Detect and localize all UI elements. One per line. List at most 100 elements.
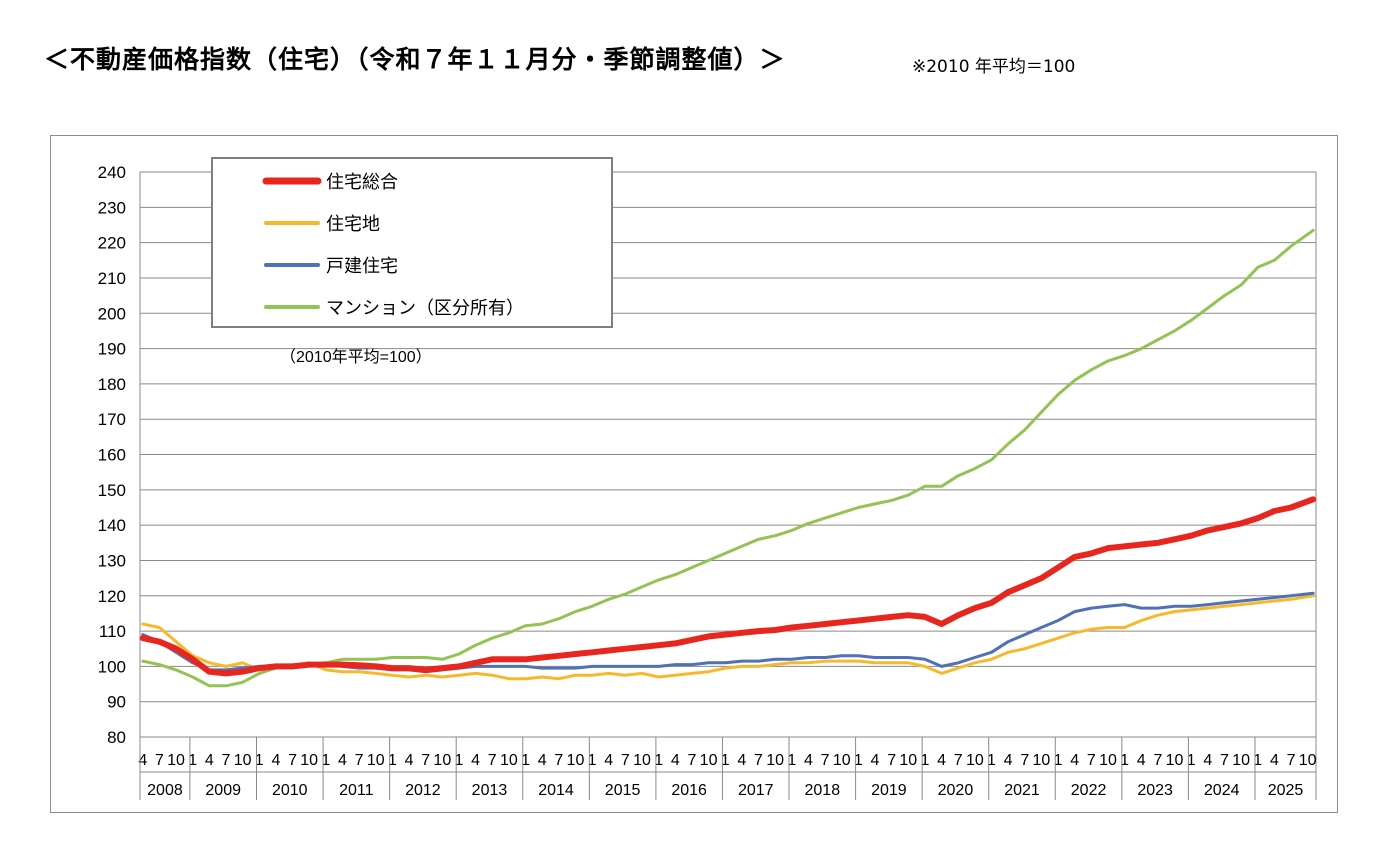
x-year-label: 2012 <box>405 782 441 799</box>
x-month-tick-label: 10 <box>234 752 252 769</box>
x-year-label: 2014 <box>538 782 574 799</box>
y-tick-label: 230 <box>98 198 126 217</box>
series-line <box>141 228 1315 688</box>
x-month-tick-label: 4 <box>1137 752 1146 769</box>
x-month-tick-label: 1 <box>188 752 197 769</box>
x-month-tick-label: 1 <box>854 752 863 769</box>
y-tick-label: 90 <box>107 693 126 712</box>
x-month-tick-label: 4 <box>338 752 347 769</box>
x-month-tick-label: 10 <box>966 752 984 769</box>
x-month-tick-label: 4 <box>737 752 746 769</box>
y-tick-label: 160 <box>98 446 126 465</box>
x-axis: 4 7 10 1 4 7 10 1 4 7 10 1 4 7 10 1 4 7 10 1 4 7 10 1 4 7 10 1 4 7 10 1… <box>138 736 1317 800</box>
series-line <box>141 594 1315 681</box>
x-month-tick-label: 7 <box>155 752 164 769</box>
x-month-tick-label: 10 <box>633 752 651 769</box>
x-month-tick-label: 1 <box>654 752 663 769</box>
x-month-tick-label: 4 <box>804 752 813 769</box>
x-month-tick-label: 1 <box>1187 752 1196 769</box>
series-line <box>139 496 1317 677</box>
x-month-tick-label: 1 <box>1054 752 1063 769</box>
y-tick-label: 170 <box>98 410 126 429</box>
x-year-label: 2011 <box>339 782 374 799</box>
x-month-tick-label: 4 <box>271 752 280 769</box>
y-tick-label: 150 <box>98 481 126 500</box>
x-month-tick-label: 7 <box>488 752 497 769</box>
x-month-tick-label: 10 <box>500 752 518 769</box>
x-month-tick-label: 7 <box>222 752 231 769</box>
x-month-tick-label: 1 <box>787 752 796 769</box>
x-month-tick-label: 1 <box>255 752 264 769</box>
x-month-tick-label: 7 <box>288 752 297 769</box>
x-month-tick-label: 7 <box>1087 752 1096 769</box>
y-tick-label: 80 <box>107 728 126 747</box>
x-month-tick-label: 10 <box>433 752 451 769</box>
x-month-tick-label: 7 <box>1287 752 1296 769</box>
x-month-tick-label: 10 <box>899 752 917 769</box>
y-tick-label: 130 <box>98 551 126 570</box>
x-month-tick-label: 1 <box>1253 752 1262 769</box>
x-month-tick-label: 7 <box>355 752 364 769</box>
x-month-tick-label: 4 <box>604 752 613 769</box>
x-year-label: 2020 <box>938 782 974 799</box>
x-month-tick-label: 10 <box>567 752 585 769</box>
x-month-tick-label: 4 <box>1004 752 1013 769</box>
x-month-tick-label: 7 <box>1220 752 1229 769</box>
x-month-tick-label: 1 <box>588 752 597 769</box>
index-base-note: ※2010 年平均＝100 <box>912 57 1076 77</box>
x-month-tick-label: 10 <box>167 752 185 769</box>
x-month-tick-label: 1 <box>920 752 929 769</box>
y-tick-label: 180 <box>98 375 126 394</box>
legend-label: マンション（区分所有） <box>326 298 524 318</box>
x-month-tick-label: 4 <box>1270 752 1279 769</box>
y-tick-label: 220 <box>98 234 126 253</box>
y-tick-label: 240 <box>98 163 126 182</box>
base-note-label: （2010年平均=100） <box>280 348 432 366</box>
x-year-label: 2013 <box>472 782 508 799</box>
x-month-tick-label: 4 <box>1203 752 1212 769</box>
x-month-tick-label: 4 <box>471 752 480 769</box>
x-month-tick-label: 10 <box>1232 752 1250 769</box>
x-month-tick-label: 7 <box>554 752 563 769</box>
x-month-tick-label: 10 <box>367 752 385 769</box>
x-month-tick-label: 1 <box>521 752 530 769</box>
x-year-label: 2022 <box>1071 782 1107 799</box>
x-month-tick-label: 1 <box>987 752 996 769</box>
y-axis: 8090100110120130140150160170180190200210… <box>98 163 1317 800</box>
x-year-label: 2025 <box>1268 782 1304 799</box>
x-year-label: 2016 <box>671 782 707 799</box>
x-year-label: 2021 <box>1004 782 1040 799</box>
x-month-tick-label: 7 <box>1153 752 1162 769</box>
x-year-label: 2024 <box>1204 782 1240 799</box>
y-tick-label: 190 <box>98 340 126 359</box>
x-month-tick-label: 1 <box>1120 752 1129 769</box>
x-month-tick-label: 7 <box>1020 752 1029 769</box>
x-year-label: 2009 <box>205 782 241 799</box>
x-month-tick-label: 7 <box>754 752 763 769</box>
x-month-tick-label: 7 <box>621 752 630 769</box>
x-month-tick-label: 4 <box>405 752 414 769</box>
y-tick-label: 120 <box>98 587 126 606</box>
x-month-tick-label: 1 <box>455 752 464 769</box>
x-month-tick-label: 10 <box>700 752 718 769</box>
series-lines <box>139 228 1317 688</box>
x-month-tick-label: 7 <box>954 752 963 769</box>
x-month-tick-label: 10 <box>1166 752 1184 769</box>
page-title: ＜不動産価格指数（住宅）（令和７年１１月分・季節調整値）＞ <box>44 45 786 74</box>
y-tick-label: 200 <box>98 304 126 323</box>
x-month-tick-label: 4 <box>1070 752 1079 769</box>
x-month-tick-label: 1 <box>321 752 330 769</box>
x-year-label: 2017 <box>738 782 774 799</box>
y-tick-label: 110 <box>99 622 126 641</box>
x-month-tick-label: 10 <box>1033 752 1051 769</box>
y-tick-label: 140 <box>98 516 126 535</box>
x-month-tick-label: 7 <box>687 752 696 769</box>
x-month-tick-label: 1 <box>388 752 397 769</box>
x-month-tick-label: 1 <box>721 752 730 769</box>
x-year-label: 2019 <box>871 782 907 799</box>
x-year-label: 2008 <box>147 782 183 799</box>
x-month-tick-label: 7 <box>421 752 430 769</box>
x-month-tick-label: 4 <box>205 752 214 769</box>
y-tick-label: 210 <box>98 269 126 288</box>
